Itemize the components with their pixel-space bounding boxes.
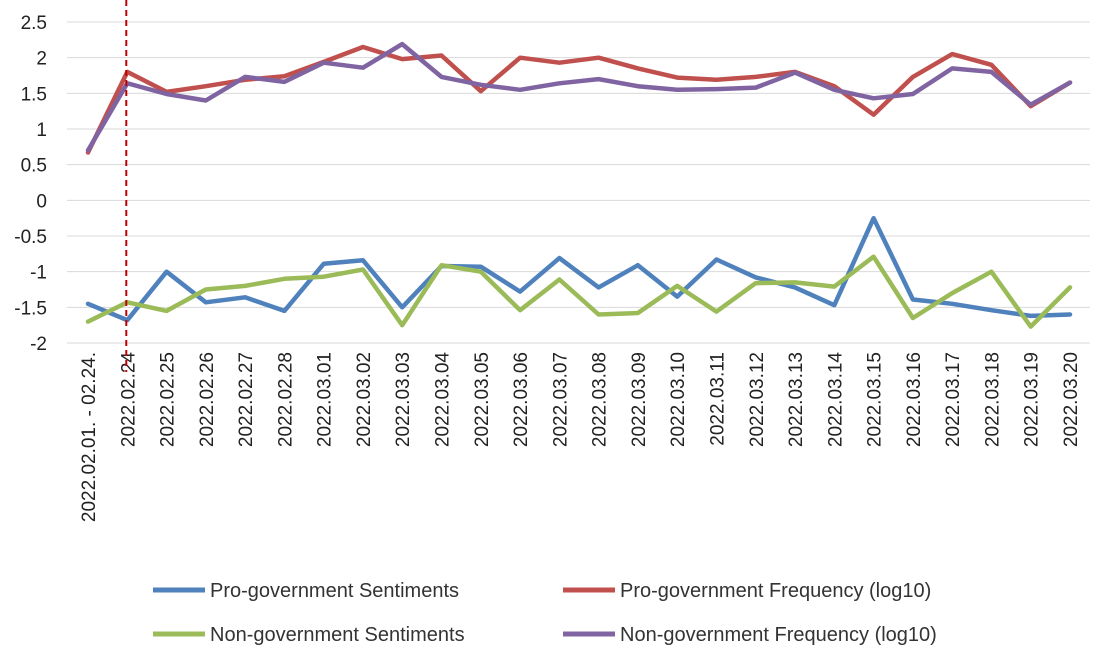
series-line — [85, 215, 1073, 323]
legend-item-non-sentiments: Non-government Sentiments — [153, 624, 465, 646]
x-tick-label: 2022.03.12 — [747, 352, 768, 447]
y-tick-label: 0 — [36, 191, 47, 212]
x-tick-label: 2022.03.15 — [865, 352, 886, 447]
x-tick-label: 2022.03.09 — [629, 352, 650, 447]
series-line — [85, 44, 1073, 155]
x-tick-label: 2022.02.01. - 02.24. — [79, 352, 100, 522]
x-tick-label: 2022.02.26 — [197, 352, 218, 447]
series-lines — [85, 41, 1073, 329]
legend-item-pro-sentiments: Pro-government Sentiments — [153, 580, 459, 602]
x-tick-label: 2022.03.19 — [1022, 352, 1043, 447]
y-tick-label: -2 — [30, 334, 47, 355]
x-tick-label: 2022.02.24 — [118, 352, 139, 448]
legend-label: Pro-government Sentiments — [210, 580, 459, 602]
legend-label: Non-government Frequency (log10) — [620, 624, 937, 646]
legend-item-pro-frequency: Pro-government Frequency (log10) — [563, 580, 931, 602]
y-tick-label: 2.5 — [21, 13, 47, 34]
x-tick-label: 2022.03.13 — [786, 352, 807, 447]
x-tick-label: 2022.03.02 — [354, 352, 375, 447]
x-tick-label: 2022.02.28 — [275, 352, 296, 447]
y-tick-label: 1.5 — [21, 84, 47, 105]
series-line — [85, 41, 1073, 153]
x-tick-label: 2022.03.01 — [315, 352, 336, 447]
y-tick-label: 2 — [36, 49, 47, 70]
legend-label: Non-government Sentiments — [210, 624, 465, 646]
gridlines — [67, 21, 1090, 344]
y-axis-ticks: 2.5 2 1.5 1 0.5 0 -0.5 -1 -1.5 -2 — [14, 13, 47, 355]
x-tick-label: 2022.03.16 — [904, 352, 925, 447]
y-tick-label: -1.5 — [14, 298, 47, 319]
x-tick-label: 2022.03.14 — [825, 352, 846, 448]
y-tick-label: 0.5 — [21, 156, 47, 177]
legend: Pro-government Sentiments Pro-government… — [153, 580, 937, 646]
x-tick-label: 2022.03.07 — [550, 352, 571, 447]
x-tick-label: 2022.03.11 — [707, 352, 728, 446]
legend-label: Pro-government Frequency (log10) — [620, 580, 931, 602]
x-tick-label: 2022.03.05 — [472, 352, 493, 447]
x-tick-label: 2022.03.04 — [433, 352, 454, 448]
y-tick-label: -0.5 — [14, 227, 47, 248]
x-tick-label: 2022.03.10 — [668, 352, 689, 447]
x-tick-label: 2022.03.08 — [590, 352, 611, 447]
x-tick-label: 2022.03.20 — [1061, 352, 1082, 447]
x-tick-label: 2022.03.17 — [943, 352, 964, 447]
y-tick-label: -1 — [30, 263, 47, 284]
legend-item-non-frequency: Non-government Frequency (log10) — [563, 624, 937, 646]
x-tick-label: 2022.03.06 — [511, 352, 532, 447]
x-tick-label: 2022.02.25 — [158, 352, 179, 447]
x-tick-label: 2022.03.03 — [393, 352, 414, 447]
series-line — [85, 254, 1073, 329]
x-tick-label: 2022.03.18 — [982, 352, 1003, 447]
x-axis-ticks: 2022.02.01. - 02.24. 2022.02.24 2022.02.25… — [79, 352, 1082, 523]
y-tick-label: 1 — [36, 120, 47, 141]
x-tick-label: 2022.02.27 — [236, 352, 257, 447]
